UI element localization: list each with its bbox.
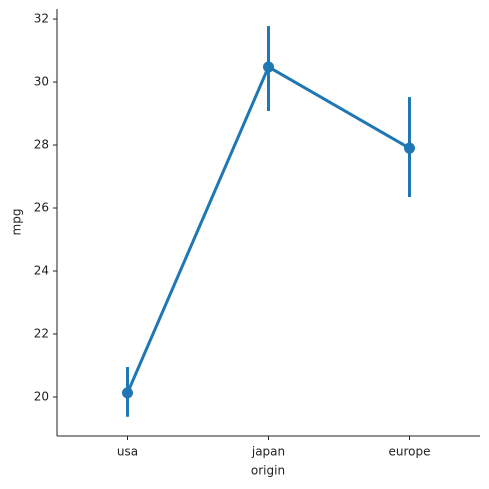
x-tick-label: japan [251,445,285,459]
y-tick-label: 30 [34,75,49,89]
y-tick-label: 22 [34,326,49,340]
x-tick-label: europe [389,445,431,459]
point [404,142,415,154]
y-axis-label: mpg [10,209,24,236]
y-tick-label: 24 [34,263,49,277]
y-tick-label: 26 [34,201,49,215]
y-tick-label: 32 [34,12,49,26]
x-tick-label: usa [117,445,138,459]
point [263,61,274,73]
x-axis-label: origin [251,464,285,478]
y-tick-label: 28 [34,138,49,152]
point [122,387,133,399]
y-tick-label: 20 [34,389,49,403]
line [126,64,411,394]
